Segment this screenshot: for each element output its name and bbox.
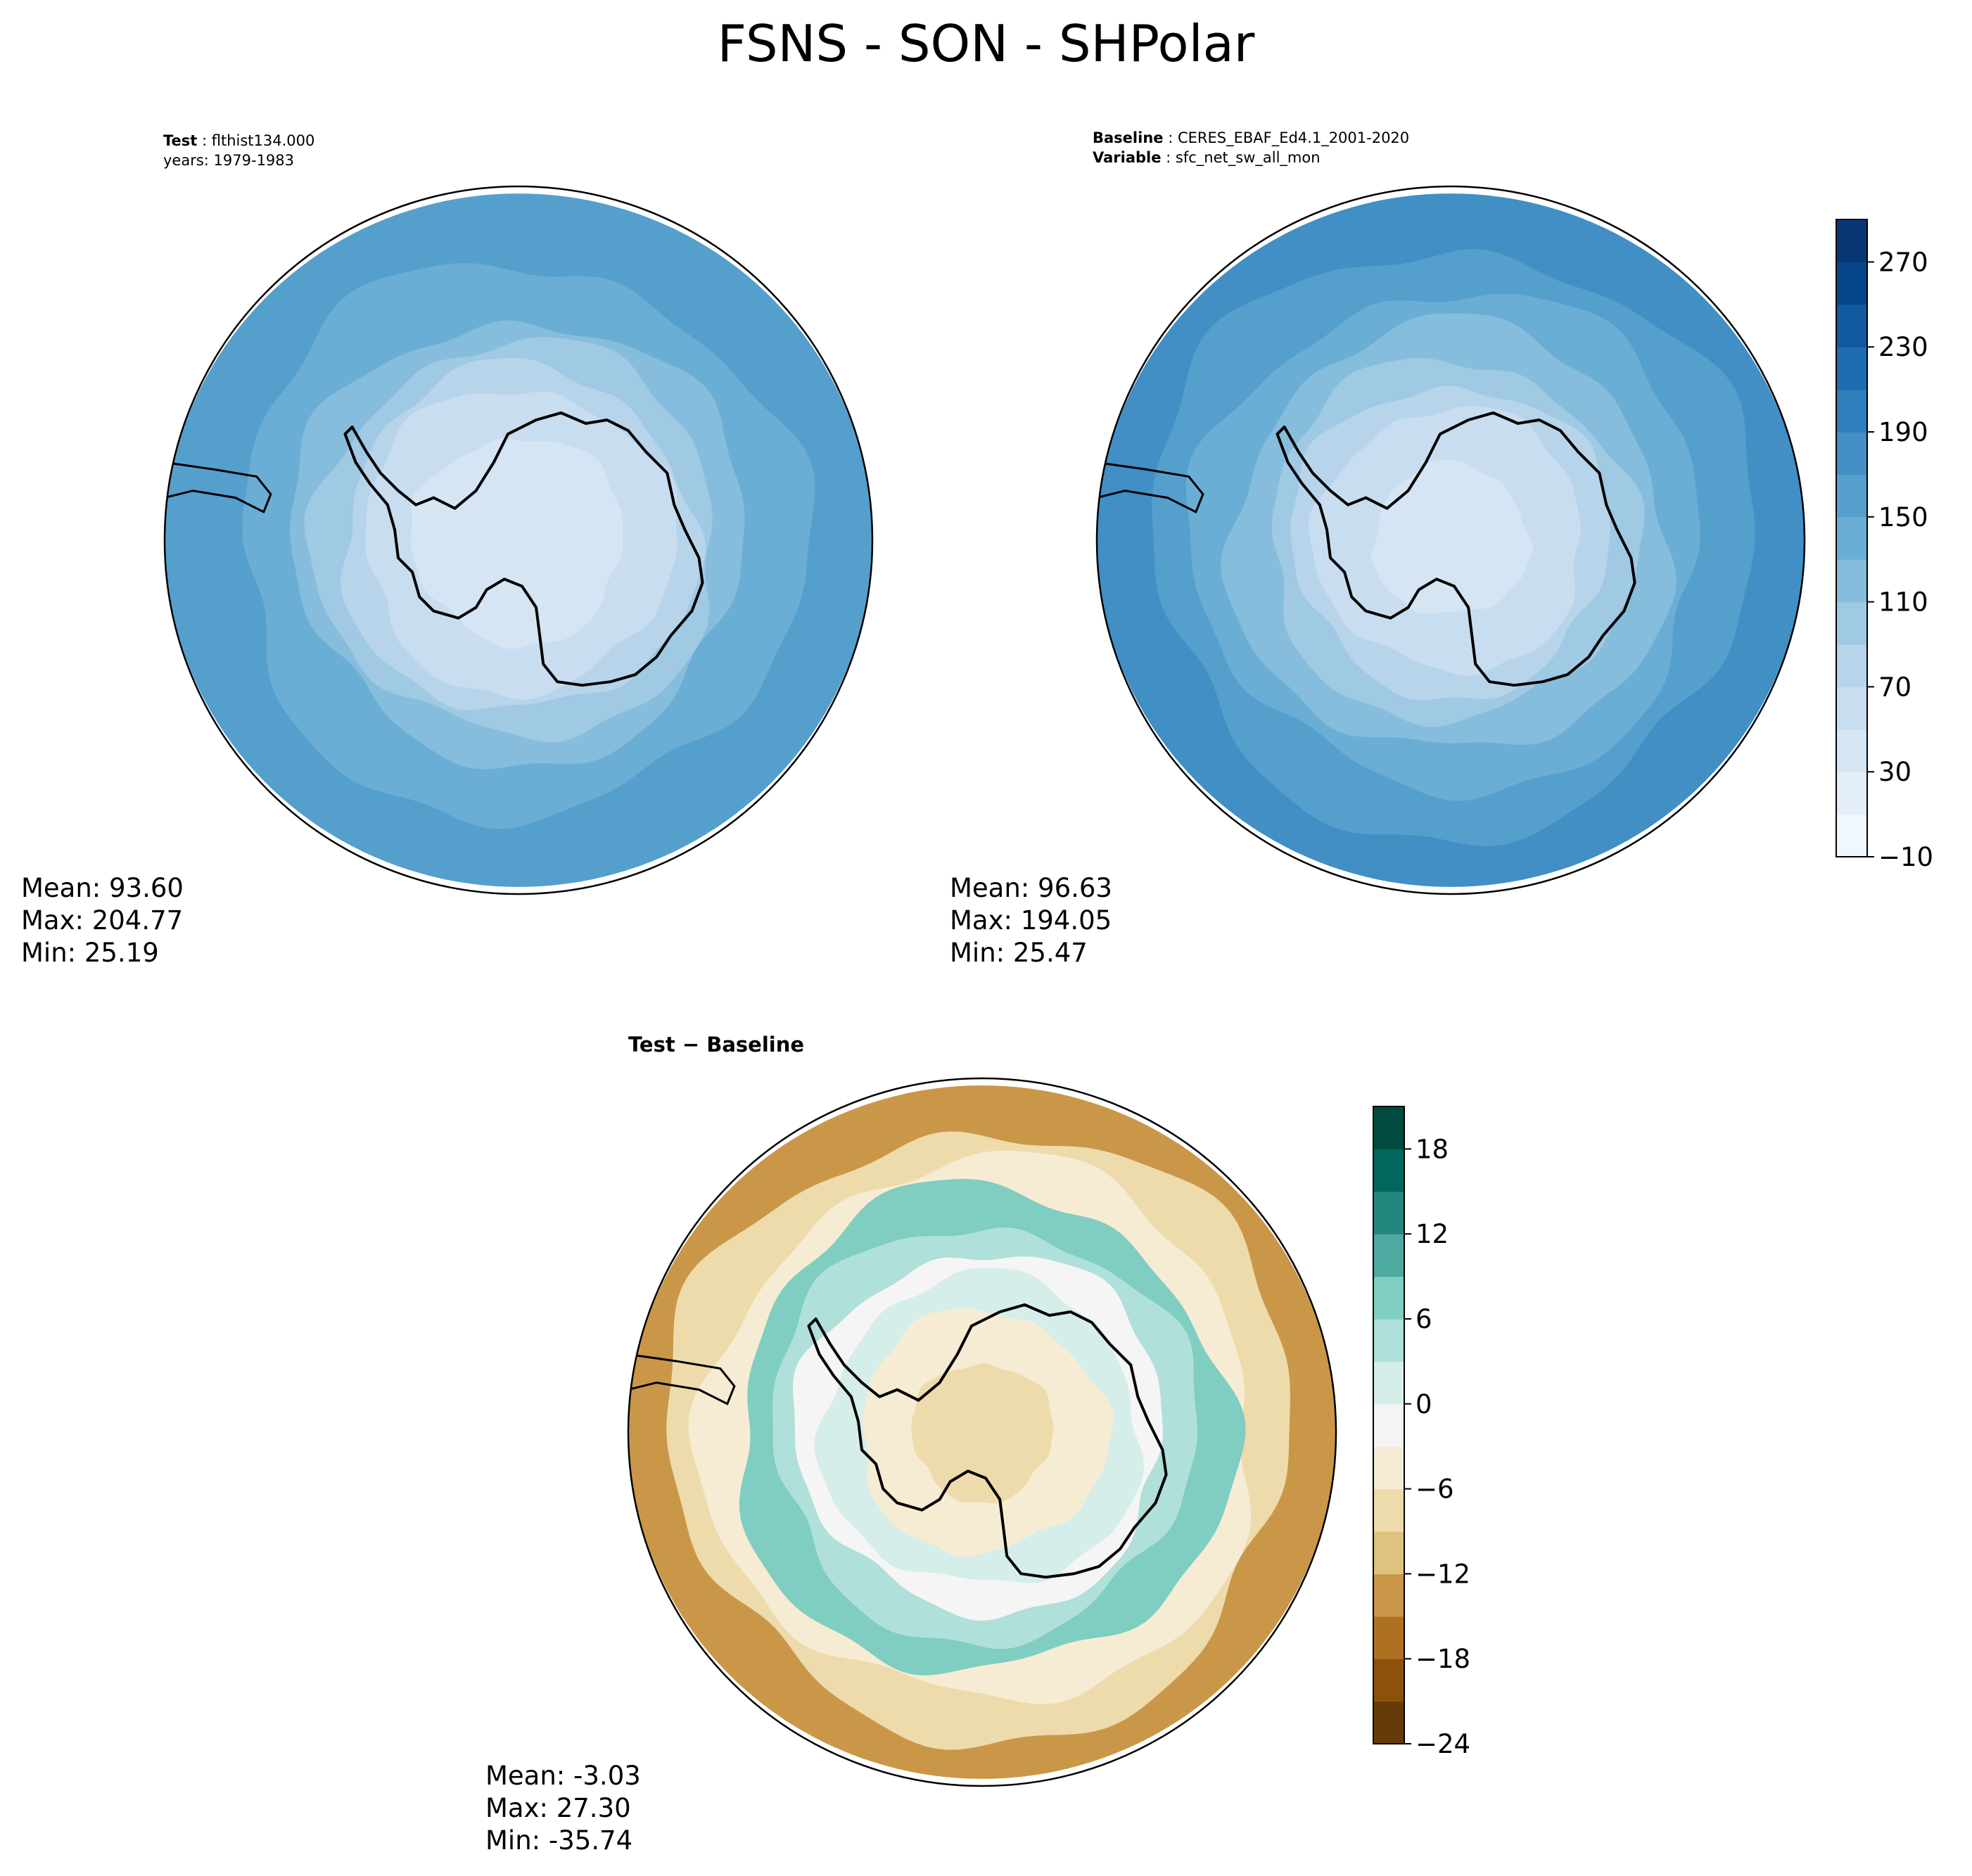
difference-min: Min: -35.74 bbox=[485, 1825, 633, 1856]
antarctica-coastline bbox=[807, 1303, 1168, 1579]
colorbar-segment bbox=[1836, 432, 1867, 475]
colorbar-1: 270 230 190 150 110 70 30 −10 bbox=[1836, 219, 1933, 872]
baseline-caption: Baseline : CERES_EBAF_Ed4.1_2001-2020 Va… bbox=[1093, 129, 1410, 166]
colorbar-tick-label: 18 bbox=[1416, 1134, 1449, 1164]
south-america-coastline bbox=[165, 461, 272, 513]
colorbar-segment bbox=[1836, 304, 1867, 347]
colorbar-tick-label: 150 bbox=[1878, 502, 1928, 532]
antarctica-coastline bbox=[343, 411, 704, 687]
baseline-max: Max: 194.05 bbox=[950, 905, 1112, 936]
colorbar-segment bbox=[1373, 1403, 1404, 1447]
colorbar-segment bbox=[1836, 601, 1867, 645]
colorbar-tick-label: 6 bbox=[1416, 1304, 1432, 1334]
test-min: Min: 25.19 bbox=[21, 938, 159, 968]
baseline-caption-value: CERES_EBAF_Ed4.1_2001-2020 bbox=[1177, 129, 1410, 146]
difference-caption: Test − Baseline bbox=[628, 1033, 804, 1057]
colorbar-frame bbox=[1836, 219, 1868, 857]
colorbar-tick-label: 12 bbox=[1416, 1219, 1449, 1249]
colorbar-tick-label: 70 bbox=[1878, 672, 1911, 702]
colorbar-segment bbox=[1373, 1659, 1404, 1702]
colorbar-tick-label: 230 bbox=[1878, 332, 1928, 362]
colorbar-tick-label: 190 bbox=[1878, 417, 1928, 447]
colorbar-segment bbox=[1836, 474, 1867, 518]
colorbar-segment bbox=[1836, 644, 1867, 687]
colorbar-tick-label: 270 bbox=[1878, 247, 1928, 277]
test-stats: Mean: 93.60 Max: 204.77 Min: 25.19 bbox=[21, 872, 184, 969]
baseline-caption-label: Baseline bbox=[1093, 129, 1164, 146]
colorbar-tick-label: 30 bbox=[1878, 757, 1911, 787]
test-caption-years: years: 1979-1983 bbox=[163, 152, 295, 169]
test-caption-label: Test bbox=[163, 132, 198, 149]
test-caption-value: flthist134.000 bbox=[211, 132, 315, 149]
south-america-coastline bbox=[1097, 461, 1204, 513]
colorbar-segment bbox=[1373, 1106, 1404, 1149]
colorbar-segment bbox=[1836, 687, 1867, 730]
contour-band bbox=[1371, 459, 1533, 614]
difference-max: Max: 27.30 bbox=[485, 1793, 631, 1823]
contour-band bbox=[410, 438, 623, 649]
variable-caption-value: sfc_net_sw_all_mon bbox=[1175, 149, 1321, 166]
polar-map-2 bbox=[627, 1077, 1337, 1787]
colorbar-tick-label: 110 bbox=[1878, 587, 1928, 618]
colorbar-segment bbox=[1373, 1319, 1404, 1362]
test-mean: Mean: 93.60 bbox=[21, 873, 184, 903]
south-america-coastline bbox=[628, 1353, 736, 1405]
colorbar-segment bbox=[1373, 1488, 1404, 1532]
map-boundary bbox=[1095, 185, 1806, 895]
colorbar-segment bbox=[1836, 772, 1867, 815]
baseline-min: Min: 25.47 bbox=[950, 938, 1088, 968]
colorbar-segment bbox=[1836, 814, 1867, 857]
polar-map-1 bbox=[1095, 185, 1806, 895]
difference-mean: Mean: -3.03 bbox=[485, 1761, 641, 1791]
colorbar-segment bbox=[1373, 1616, 1404, 1659]
colorbar-segment bbox=[1373, 1361, 1404, 1405]
map-boundary bbox=[163, 185, 874, 895]
colorbar-segment bbox=[1836, 516, 1867, 560]
difference-stats: Mean: -3.03 Max: 27.30 Min: -35.74 bbox=[485, 1760, 641, 1857]
test-caption: Test : flthist134.000 years: 1979-1983 bbox=[163, 132, 315, 169]
colorbar-segment bbox=[1836, 389, 1867, 433]
colorbar-segment bbox=[1373, 1531, 1404, 1574]
colorbar-segment bbox=[1836, 729, 1867, 772]
difference-caption-value: Baseline bbox=[706, 1033, 805, 1057]
colorbar-segment bbox=[1373, 1276, 1404, 1320]
difference-caption-label: Test bbox=[628, 1033, 675, 1057]
colorbar-segment bbox=[1373, 1446, 1404, 1490]
colorbar-tick-label: −10 bbox=[1878, 842, 1933, 872]
colorbar-segment bbox=[1373, 1191, 1404, 1234]
polar-map-0 bbox=[163, 185, 874, 895]
difference-caption-separator: − bbox=[675, 1033, 707, 1057]
test-max: Max: 204.77 bbox=[21, 905, 184, 936]
colorbar-segment bbox=[1836, 559, 1867, 603]
colorbar-segment bbox=[1836, 347, 1867, 390]
contour-band bbox=[911, 1363, 1054, 1504]
colorbar-tick-label: −24 bbox=[1416, 1729, 1470, 1759]
baseline-mean: Mean: 96.63 bbox=[950, 873, 1112, 903]
colorbar-tick-label: 0 bbox=[1416, 1389, 1432, 1419]
colorbar-segment bbox=[1836, 262, 1867, 305]
figure-title: FSNS - SON - SHPolar bbox=[717, 14, 1255, 73]
colorbar-segment bbox=[1373, 1701, 1404, 1744]
colorbar-tick-label: −12 bbox=[1416, 1559, 1470, 1589]
colorbar-tick-label: −6 bbox=[1416, 1474, 1454, 1505]
antarctica-coastline bbox=[1276, 411, 1636, 687]
colorbar-2: 18 12 6 0 −6 −12 −18 −24 bbox=[1373, 1106, 1470, 1759]
baseline-stats: Mean: 96.63 Max: 194.05 Min: 25.47 bbox=[950, 872, 1112, 969]
variable-caption-label: Variable bbox=[1093, 149, 1162, 166]
colorbar-segment bbox=[1373, 1234, 1404, 1277]
colorbar-frame bbox=[1373, 1106, 1405, 1744]
colorbar-segment bbox=[1373, 1574, 1404, 1617]
map-boundary bbox=[627, 1077, 1337, 1787]
colorbar-segment bbox=[1373, 1149, 1404, 1192]
colorbar-tick-label: −18 bbox=[1416, 1644, 1470, 1674]
colorbar-segment bbox=[1836, 219, 1867, 262]
